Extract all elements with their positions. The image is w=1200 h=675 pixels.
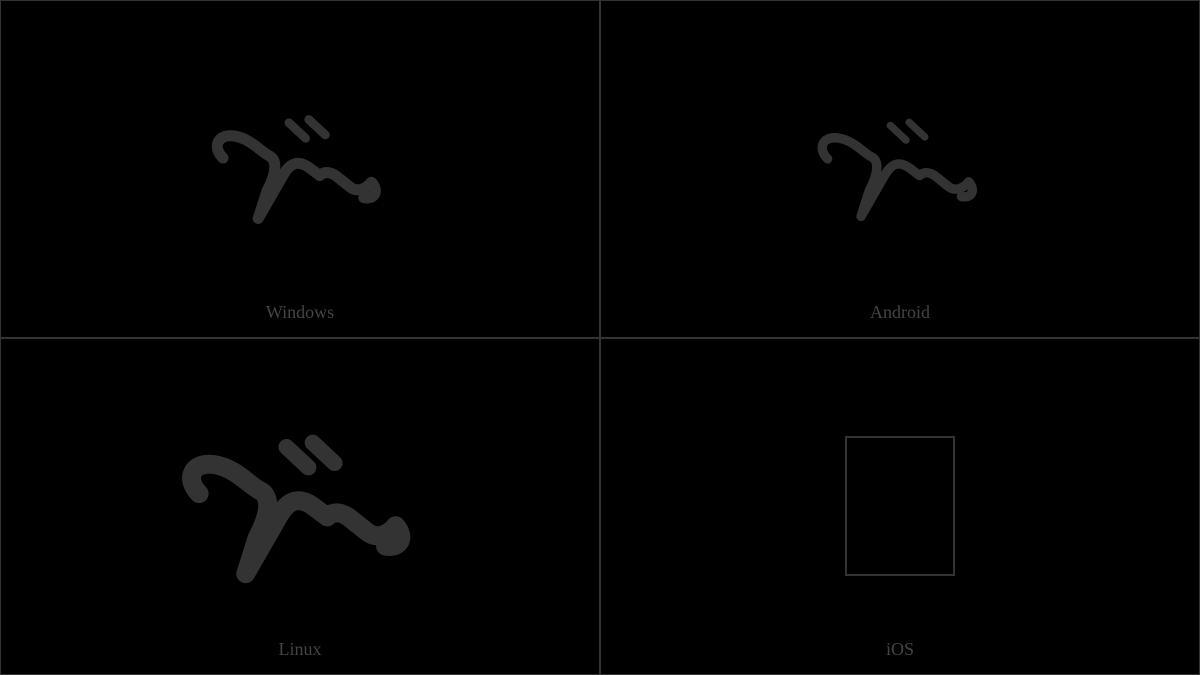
cell-android: Android: [600, 0, 1200, 338]
glyph-linux: [170, 411, 430, 601]
glyph-area-ios: [601, 339, 1199, 675]
cell-ios: iOS: [600, 338, 1200, 675]
missing-glyph-box: [845, 436, 955, 576]
label-ios: iOS: [886, 639, 914, 670]
glyph-android: [790, 89, 1010, 249]
label-linux: Linux: [279, 639, 322, 670]
glyph-area-android: [601, 1, 1199, 337]
label-windows: Windows: [266, 302, 334, 333]
glyph-comparison-grid: Windows Android Linux: [0, 0, 1200, 675]
cell-linux: Linux: [0, 338, 600, 675]
glyph-windows: [190, 89, 410, 249]
cell-windows: Windows: [0, 0, 600, 338]
glyph-area-windows: [1, 1, 599, 337]
glyph-area-linux: [1, 339, 599, 675]
label-android: Android: [870, 302, 930, 333]
